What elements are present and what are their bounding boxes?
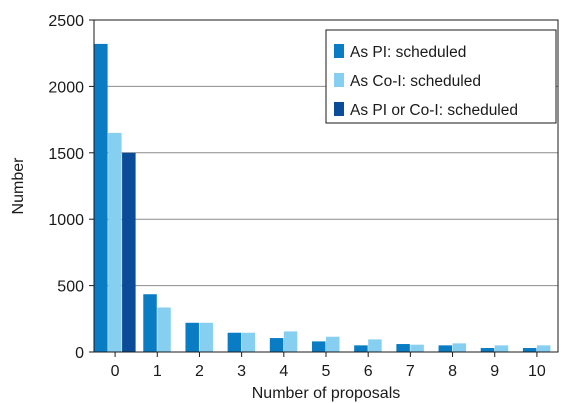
bars <box>94 43 551 353</box>
bar-as-pi-6 <box>354 345 368 352</box>
x-axis-label: Number of proposals <box>252 385 401 402</box>
bar-as-pi-8 <box>438 345 453 352</box>
x-tick-label: 8 <box>448 363 457 380</box>
x-tick-label: 1 <box>153 363 162 380</box>
x-tick-label: 0 <box>111 363 120 380</box>
legend-label: As PI or Co-I: scheduled <box>350 102 518 119</box>
bar-as-pi-7 <box>396 344 410 352</box>
bar-as-pi-9 <box>480 348 495 352</box>
y-tick-label: 2500 <box>48 13 84 30</box>
bar-as-pi-or-co-i-0 <box>122 152 136 352</box>
legend-swatch <box>334 44 344 58</box>
x-tick-label: 9 <box>490 363 499 380</box>
bar-as-co-i-6 <box>368 339 382 352</box>
y-tick-label: 0 <box>75 345 84 362</box>
y-tick-label: 500 <box>57 279 84 296</box>
x-tick-label: 4 <box>279 363 288 380</box>
legend: As PI: scheduled As Co-I: scheduled As PI … <box>325 29 557 124</box>
bar-as-co-i-3 <box>241 332 256 352</box>
bar-as-pi-0 <box>94 43 108 353</box>
bar-as-co-i-1 <box>157 307 171 352</box>
bar-as-co-i-10 <box>536 345 551 352</box>
bar-as-pi-10 <box>522 348 537 352</box>
y-tick-label: 2000 <box>48 79 84 96</box>
bar-as-co-i-4 <box>283 331 298 352</box>
x-tick-label: 10 <box>528 363 546 380</box>
bar-as-pi-3 <box>227 332 242 352</box>
bar-as-co-i-9 <box>494 345 509 352</box>
y-axis: 0 500 1000 1500 2000 2500 <box>48 13 94 362</box>
y-tick-label: 1000 <box>48 212 84 229</box>
x-tick-label: 7 <box>406 363 415 380</box>
x-tick-label: 6 <box>364 363 373 380</box>
x-axis: 0 1 2 3 4 5 6 7 8 9 10 <box>111 352 546 380</box>
bar-as-co-i-0 <box>108 132 122 352</box>
legend-label: As Co-I: scheduled <box>350 73 481 90</box>
legend-swatch <box>334 102 344 116</box>
legend-label: As PI: scheduled <box>350 44 466 61</box>
bar-as-co-i-5 <box>326 336 340 352</box>
y-tick-label: 1500 <box>48 146 84 163</box>
y-axis-label: Number <box>10 157 27 215</box>
x-tick-label: 2 <box>195 363 204 380</box>
bar-as-co-i-2 <box>199 322 213 352</box>
bar-as-pi-1 <box>143 294 157 352</box>
bar-as-pi-4 <box>269 338 284 352</box>
bar-as-pi-2 <box>185 322 199 352</box>
bar-as-pi-5 <box>312 341 326 352</box>
bar-as-co-i-8 <box>452 343 467 352</box>
legend-swatch <box>334 73 344 87</box>
plot-frame <box>93 19 559 353</box>
legend-box <box>325 29 557 124</box>
x-tick-label: 3 <box>237 363 246 380</box>
bar-as-co-i-7 <box>410 344 424 352</box>
x-tick-label: 5 <box>322 363 331 380</box>
